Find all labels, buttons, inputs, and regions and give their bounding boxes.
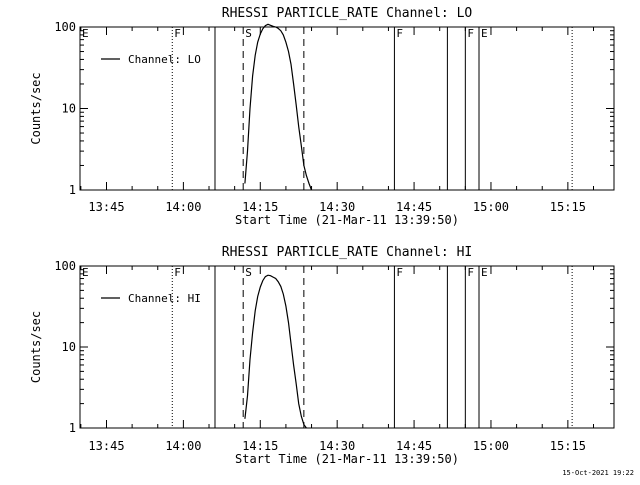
marker-label: S	[245, 27, 252, 40]
plot-frame	[79, 265, 615, 429]
x-tick-label: 15:15	[550, 200, 586, 214]
x-tick-label: 14:45	[396, 200, 432, 214]
chart-panel-1: RHESSI PARTICLE_RATE Channel: LO 1 10 100 13…	[29, 6, 615, 227]
marker-label: E	[481, 27, 488, 40]
y-tick-label: 10	[62, 340, 76, 354]
x-tick-label: 15:00	[473, 439, 509, 453]
x-tick-label: 14:45	[396, 439, 432, 453]
y-tick-label: 100	[54, 20, 76, 34]
x-tick-label: 14:00	[165, 439, 201, 453]
marker-label: E	[82, 266, 89, 279]
y-tick-label: 10	[62, 102, 76, 116]
chart-title: RHESSI PARTICLE_RATE Channel: LO	[222, 6, 473, 21]
x-tick-label: 14:00	[165, 200, 201, 214]
marker-label: F	[467, 27, 474, 40]
x-tick-label: 14:30	[319, 200, 355, 214]
x-tick-label: 15:00	[473, 200, 509, 214]
x-axis-label: Start Time (21-Mar-11 13:39:50)	[235, 213, 459, 227]
x-axis-label: Start Time (21-Mar-11 13:39:50)	[235, 452, 459, 466]
chart-panel-2: RHESSI PARTICLE_RATE Channel: HI 1 10 100 13…	[29, 245, 615, 466]
y-tick-label: 100	[54, 259, 76, 273]
legend-entry: Channel: HI	[128, 292, 201, 305]
y-tick-label: 1	[69, 421, 76, 435]
series-line	[244, 23, 313, 191]
plot-frame	[79, 26, 615, 191]
x-tick-label: 14:15	[242, 439, 278, 453]
marker-label: E	[481, 266, 488, 279]
marker-label: F	[396, 266, 403, 279]
footer-timestamp: 15-Oct-2021 19:22	[562, 469, 634, 477]
series-line	[244, 274, 307, 429]
marker-label: F	[396, 27, 403, 40]
marker-label: F	[174, 266, 181, 279]
x-tick-label: 13:45	[88, 200, 124, 214]
marker-label: E	[82, 27, 89, 40]
x-tick-label: 14:30	[319, 439, 355, 453]
x-tick-label: 13:45	[88, 439, 124, 453]
x-tick-label: 15:15	[550, 439, 586, 453]
x-tick-label: 14:15	[242, 200, 278, 214]
legend-entry: Channel: LO	[128, 53, 201, 66]
marker-label: S	[245, 266, 252, 279]
y-axis-label: Counts/sec	[29, 311, 43, 383]
chart-title: RHESSI PARTICLE_RATE Channel: HI	[222, 245, 472, 260]
y-tick-label: 1	[69, 183, 76, 197]
marker-label: F	[174, 27, 181, 40]
marker-label: F	[467, 266, 474, 279]
y-axis-label: Counts/sec	[29, 72, 43, 144]
